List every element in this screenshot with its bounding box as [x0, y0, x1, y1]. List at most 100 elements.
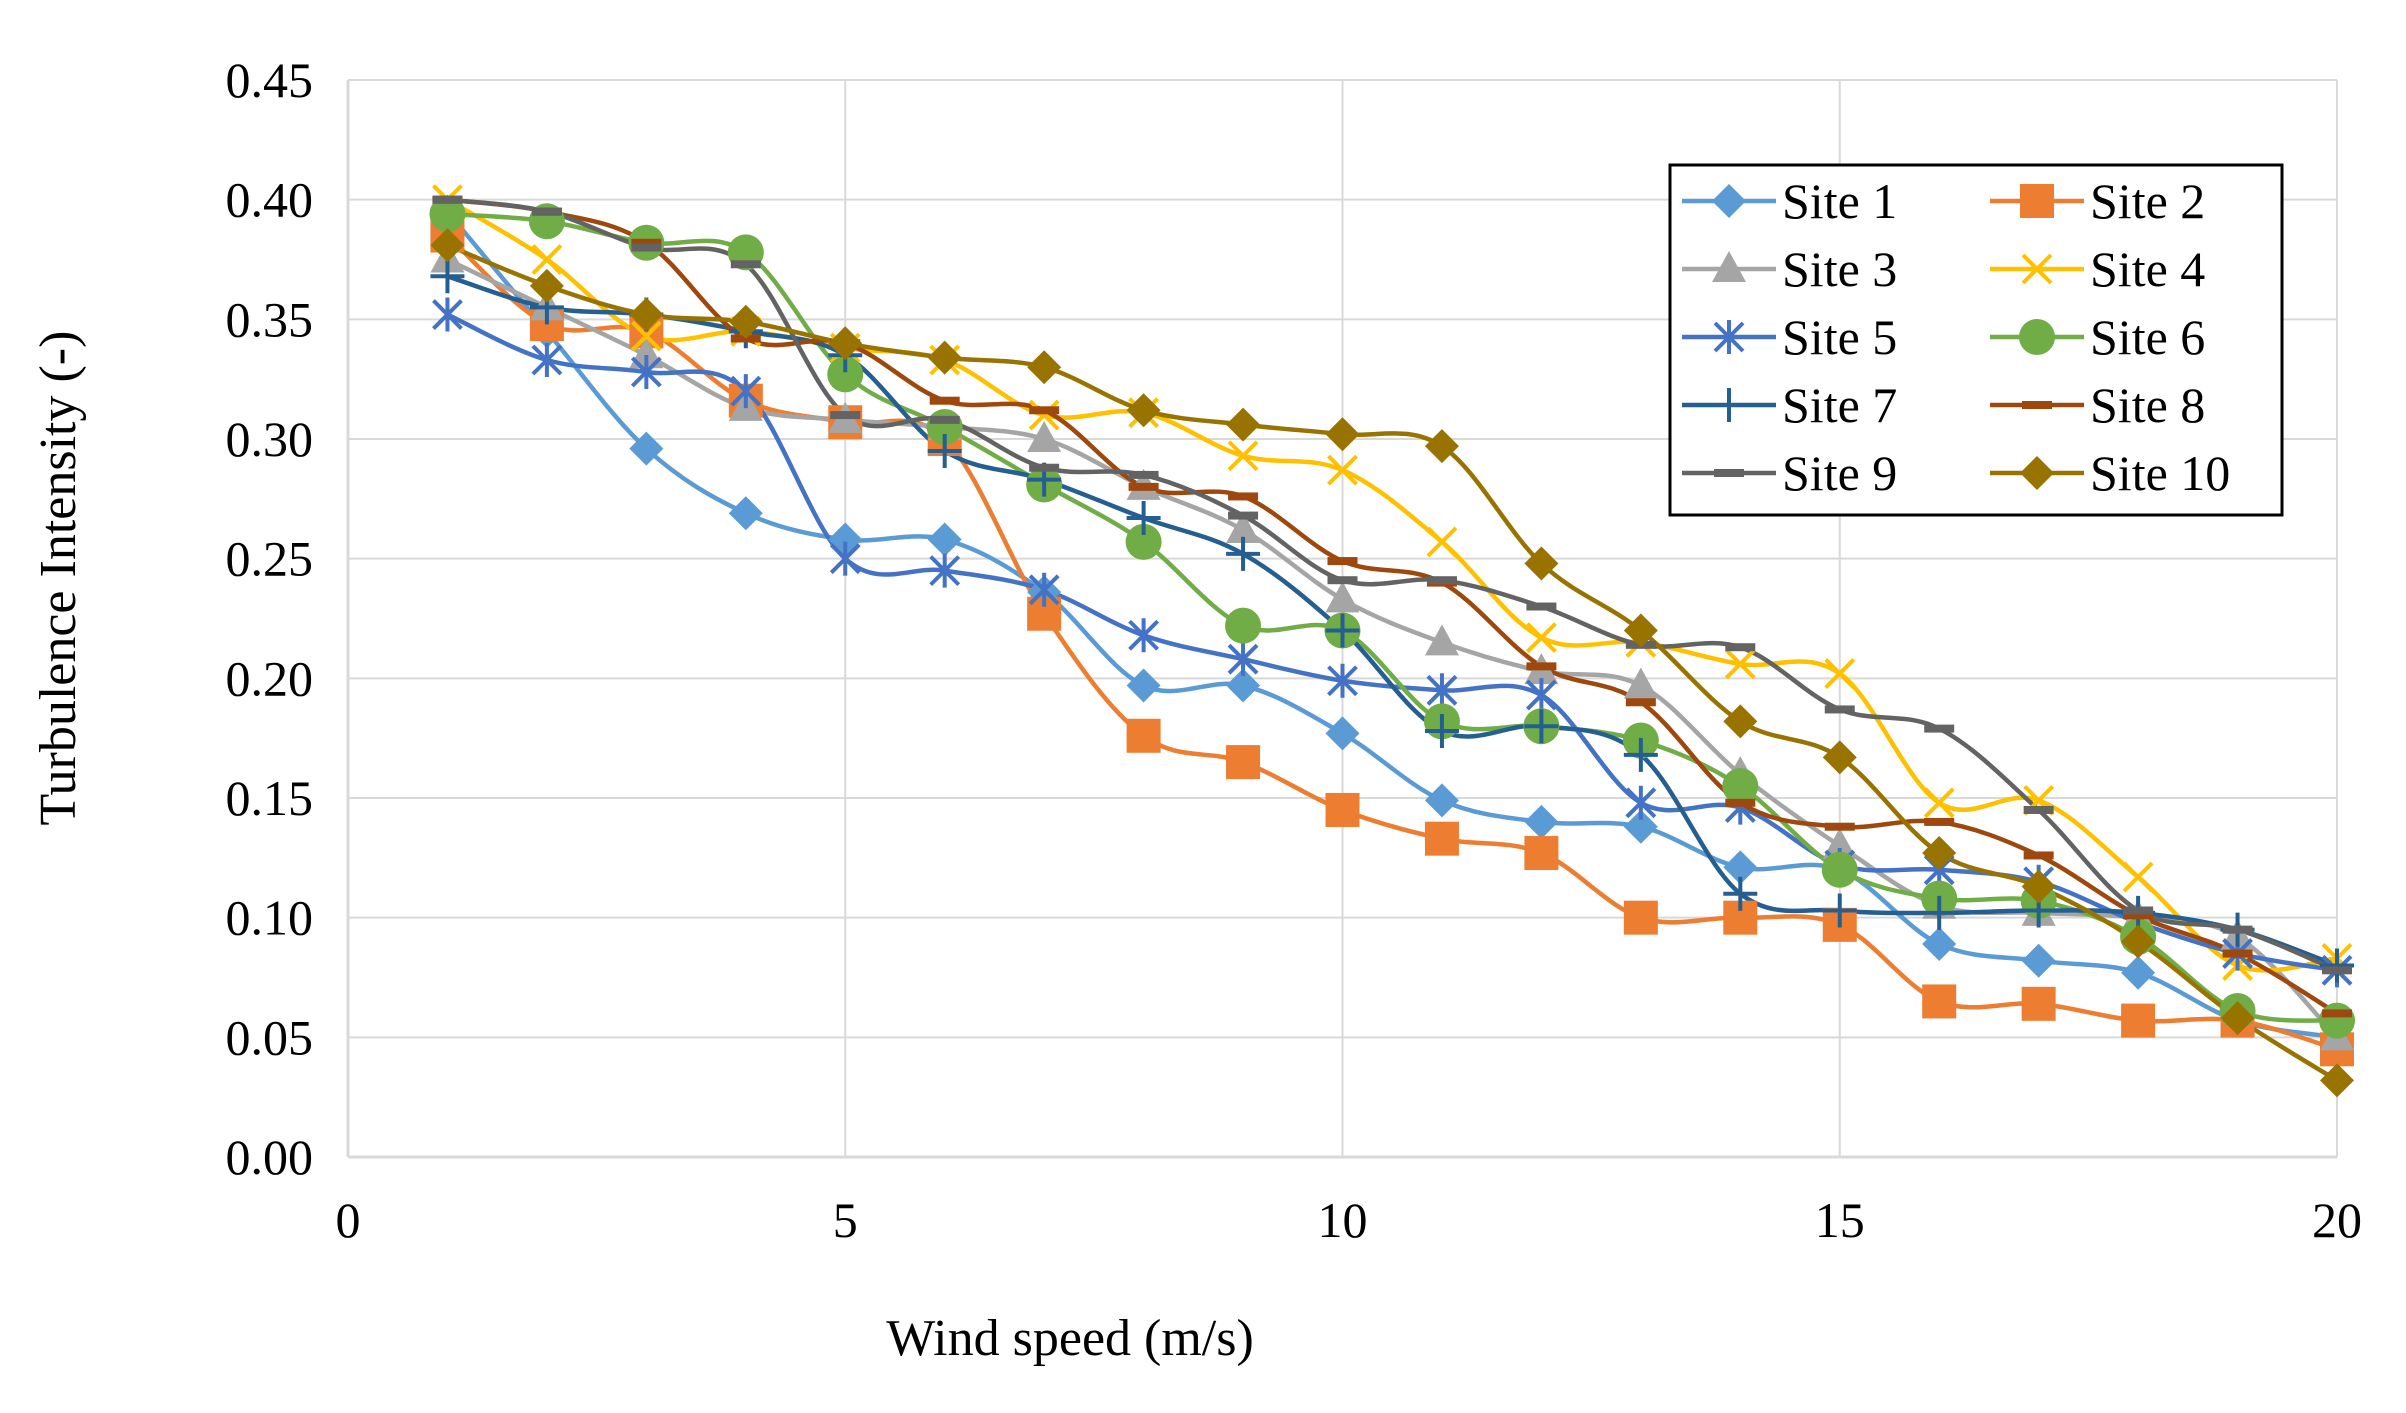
y-tick-label: 0.45 [226, 52, 314, 108]
legend-marker-site-10 [2020, 456, 2054, 490]
data-point-site-1 [1922, 926, 1957, 961]
data-point-site-10 [1126, 393, 1161, 428]
legend-item-site-3: Site 3 [1682, 241, 1897, 297]
data-point-site-6 [429, 196, 466, 233]
data-point-site-5 [929, 553, 961, 588]
data-point-site-9 [730, 260, 761, 269]
y-tick-label: 0.40 [226, 172, 314, 228]
data-point-site-6 [1125, 523, 1162, 560]
legend-marker-site-4 [2021, 253, 2053, 285]
legend-label: Site 9 [1782, 445, 1897, 501]
data-point-site-5 [1327, 663, 1358, 698]
y-tick-label: 0.35 [226, 291, 314, 347]
data-point-site-10 [2121, 924, 2156, 959]
data-point-site-10 [2021, 869, 2056, 904]
data-point-site-2 [1424, 821, 1459, 856]
legend-marker-site-1 [1712, 184, 1746, 218]
x-axis-title: Wind speed (m/s) [886, 1310, 1254, 1367]
x-tick-label: 15 [1815, 1192, 1865, 1248]
data-point-site-7 [1226, 536, 1261, 571]
data-point-site-1 [1226, 668, 1261, 703]
data-point-site-8 [1725, 798, 1756, 807]
legend-marker-site-6 [2019, 319, 2055, 355]
data-point-site-9 [1824, 705, 1855, 714]
data-point-site-1 [1325, 716, 1360, 751]
legend-label: Site 7 [1782, 377, 1897, 433]
data-point-site-3 [629, 337, 664, 369]
data-point-site-8 [2023, 851, 2054, 860]
data-point-site-5 [1525, 678, 1557, 713]
data-point-site-2 [1623, 900, 1658, 935]
legend-box [1668, 163, 2284, 517]
data-point-site-5 [1227, 642, 1259, 677]
data-point-site-1 [1723, 850, 1758, 885]
legend-marker-site-5 [1713, 320, 1745, 354]
data-point-site-10 [1623, 613, 1658, 648]
data-point-site-5 [1128, 618, 1160, 653]
series-markers [429, 184, 2355, 1098]
x-tick-label: 0 [336, 1192, 361, 1248]
data-point-site-9 [1924, 724, 1955, 733]
data-point-site-10 [1922, 836, 1957, 871]
data-point-site-1 [728, 496, 763, 531]
data-point-site-10 [1524, 546, 1559, 581]
data-point-site-10 [1723, 704, 1758, 739]
data-point-site-1 [1524, 804, 1559, 839]
y-tick-label: 0.20 [226, 650, 314, 706]
legend-item-site-6: Site 6 [1990, 309, 2205, 365]
data-point-site-9 [929, 415, 960, 424]
data-point-site-4 [630, 320, 662, 352]
data-point-site-6 [1821, 851, 1858, 888]
y-tick-label: 0.05 [226, 1009, 314, 1065]
data-point-site-5 [829, 541, 861, 576]
data-point-site-5 [1426, 673, 1458, 708]
data-point-site-7 [1524, 709, 1559, 744]
legend-item-site-4: Site 4 [1990, 241, 2205, 297]
data-point-site-5 [432, 297, 463, 332]
data-point-site-10 [1822, 740, 1857, 775]
data-point-site-7 [1723, 876, 1758, 911]
tick-labels: 0 5 10 15 20 0.00 0.05 0.10 0.15 0.20 0.25 0.30 0.35… [226, 52, 2363, 1248]
legend-item-site-9: Site 9 [1682, 445, 1897, 501]
x-tick-label: 20 [2312, 1192, 2362, 1248]
data-point-site-4 [1426, 526, 1458, 558]
data-point-site-9 [1426, 576, 1457, 585]
data-point-site-1 [1623, 809, 1658, 844]
data-point-site-8 [1128, 482, 1159, 491]
series-line-site-9 [445, 197, 2340, 973]
data-point-site-5 [630, 354, 662, 389]
data-point-site-8 [1625, 698, 1656, 707]
axes [346, 80, 2337, 1159]
data-point-site-10 [430, 228, 465, 263]
data-point-site-9 [2023, 805, 2054, 814]
data-point-site-6 [827, 356, 864, 393]
data-point-site-10 [1424, 429, 1459, 464]
y-axis-title: Turbulence Intensity (-) [30, 331, 87, 826]
legend-item-site-2: Site 2 [1990, 173, 2205, 229]
data-point-site-10 [927, 340, 962, 375]
data-point-site-4 [1525, 622, 1557, 654]
data-point-site-1 [1424, 783, 1459, 818]
data-point-site-5 [531, 343, 563, 378]
data-point-site-4 [1923, 787, 1955, 819]
data-point-site-1 [1126, 668, 1161, 703]
data-point-site-4 [1724, 648, 1756, 680]
legend-label: Site 10 [2090, 445, 2230, 501]
data-point-site-10 [2320, 1063, 2354, 1098]
data-point-site-8 [1526, 662, 1557, 671]
legend-marker-site-8 [2022, 401, 2052, 409]
data-point-site-5 [1625, 785, 1657, 820]
data-point-site-10 [2220, 1001, 2255, 1036]
data-point-site-10 [828, 326, 863, 361]
data-point-site-8 [929, 396, 960, 405]
x-tick-label: 5 [833, 1192, 858, 1248]
data-point-site-10 [529, 268, 564, 303]
legend-label: Site 8 [2090, 377, 2205, 433]
data-point-site-4 [1028, 399, 1060, 431]
y-tick-label: 0.15 [226, 770, 314, 826]
data-point-site-2 [1524, 836, 1559, 871]
data-point-site-7 [1126, 500, 1161, 535]
data-point-site-9 [2123, 906, 2154, 915]
data-point-site-7 [1424, 713, 1459, 748]
data-point-site-8 [1228, 492, 1259, 501]
